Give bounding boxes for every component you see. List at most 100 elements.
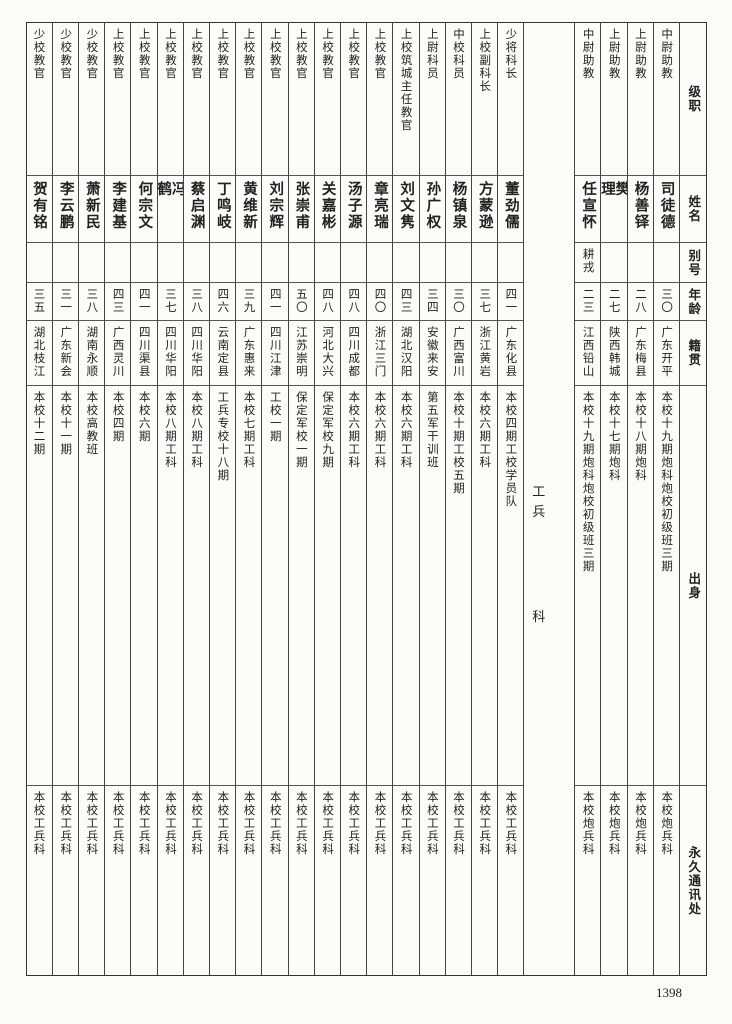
education-text: 本校六期 [137,391,152,443]
education-text: 本校十九期炮科炮校初级班三期 [660,391,675,573]
name-cell: 张崇甫 [288,176,314,243]
origin-text: 浙江黄岩 [478,326,493,378]
address-cell: 本校工兵科 [236,786,261,975]
name-text: 刘文隽 [398,181,415,231]
age-cell: 四八 [340,283,367,321]
age-text: 四三 [111,288,126,314]
education-cell: 本校六期工科 [471,386,498,786]
rank-text: 上校副科长 [478,28,493,93]
alias-cell [131,243,157,283]
origin-text: 四川江津 [268,326,283,378]
address-cell: 本校工兵科 [289,786,314,975]
name-cell: 黄维新 [236,176,262,243]
address-text: 本校工兵科 [425,791,440,856]
roster-table: 级职 姓名 别号 年龄 籍贯 出身 永久通讯处 中尉助教 司徒德 三〇 广东开平 本校十九期炮科炮校初… [25,22,707,976]
address-cell: 本校工兵科 [393,786,418,975]
page-number: 1398 [656,985,682,1000]
section-label-engineering: 工兵科 [523,23,574,975]
address-text: 本校工兵科 [242,791,257,856]
age-text: 三四 [425,288,440,314]
age-text: 四八 [347,288,362,314]
name-cell: 章亮瑞 [367,176,393,243]
education-cell: 工兵专校十八期 [210,386,236,786]
age-cell: 四一 [262,283,288,321]
header-age-cell: 年龄 [680,283,706,321]
table-row: 上尉助教 杨善铎 二八 广东梅县 本校十八期炮科 本校炮兵科 [626,23,653,975]
name-text: 丁鸣岐 [214,181,231,231]
table-row: 上校副科长 方蒙逊 三七 浙江黄岩 本校六期工科 本校工兵科 [470,23,498,975]
address-text: 本校工兵科 [59,791,74,856]
rank-cell: 中校科员 [445,23,471,176]
origin-text: 广西灵川 [111,326,126,378]
name-cell: 刘文隽 [393,176,419,243]
rank-cell: 上校教官 [105,23,131,176]
origin-cell: 河北大兴 [314,321,340,386]
address-text: 本校工兵科 [190,791,205,856]
address-text: 本校工兵科 [32,791,47,856]
rank-text: 上校教官 [347,28,362,80]
alias-cell [314,243,340,283]
rank-cell: 上校教官 [340,23,367,176]
header-name-cell: 姓名 [680,176,706,243]
address-cell: 本校工兵科 [26,786,52,975]
age-text: 三八 [85,288,100,314]
table-row: 中尉助教 司徒德 三〇 广东开平 本校十九期炮科炮校初级班三期 本校炮兵科 [652,23,679,975]
education-text: 本校十七期炮科 [607,391,622,482]
alias-cell [183,243,209,283]
rank-cell: 上校教官 [183,23,209,176]
age-cell: 二三 [575,283,601,321]
origin-text: 四川华阳 [190,326,205,378]
origin-text: 四川渠县 [137,326,152,378]
name-text: 刘宗辉 [267,181,284,231]
origin-cell: 浙江三门 [367,321,393,386]
age-cell: 二七 [601,283,627,321]
header-education-cell: 出身 [680,386,706,786]
education-text: 本校十一期 [59,391,74,456]
alias-cell [288,243,314,283]
age-text: 三〇 [660,288,675,314]
origin-cell: 湖北汉阳 [393,321,419,386]
address-text: 本校工兵科 [478,791,493,856]
education-text: 保定军校一期 [294,391,309,469]
address-text: 本校工兵科 [504,791,519,856]
alias-cell [262,243,288,283]
rank-text: 上校教官 [111,28,126,80]
age-cell: 三九 [236,283,262,321]
table-row: 上校教官 黄维新 三九 广东惠来 本校七期工科 本校工兵科 [235,23,262,975]
rank-cell: 上尉科员 [419,23,445,176]
rank-cell: 上校筑城主任教官 [393,23,419,176]
rank-text: 上尉助教 [607,28,622,80]
age-cell: 三八 [183,283,209,321]
address-cell: 本校工兵科 [79,786,104,975]
origin-cell: 浙江黄岩 [471,321,498,386]
name-text: 司徒德 [658,181,675,231]
alias-cell [236,243,262,283]
address-text: 本校工兵科 [268,791,283,856]
alias-text: 耕戎 [581,248,596,274]
address-cell: 本校工兵科 [53,786,78,975]
name-cell: 方蒙逊 [471,176,498,243]
age-cell: 四一 [131,283,157,321]
origin-cell: 江苏崇明 [288,321,314,386]
education-text: 本校六期工科 [347,391,362,469]
education-text: 本校十期工校五期 [452,391,467,495]
alias-cell: 耕戎 [575,243,601,283]
name-text: 樊理 [601,181,627,216]
alias-cell [367,243,393,283]
header-origin-cell: 籍贯 [680,321,706,386]
rank-text: 上校教官 [137,28,152,80]
address-cell: 本校工兵科 [472,786,497,975]
origin-text: 广东新会 [59,326,74,378]
address-text: 本校工兵科 [294,791,309,856]
rank-text: 中校科员 [452,28,467,80]
age-text: 四三 [399,288,414,314]
alias-cell [627,243,653,283]
education-cell: 本校十二期 [25,386,52,786]
education-text: 本校十九期炮科炮校初级班三期 [581,391,596,573]
rank-text: 上校教官 [373,28,388,80]
alias-cell [340,243,367,283]
age-text: 三五 [32,288,47,314]
name-cell: 杨镇泉 [445,176,471,243]
origin-text: 浙江三门 [373,326,388,378]
address-text: 本校工兵科 [163,791,178,856]
